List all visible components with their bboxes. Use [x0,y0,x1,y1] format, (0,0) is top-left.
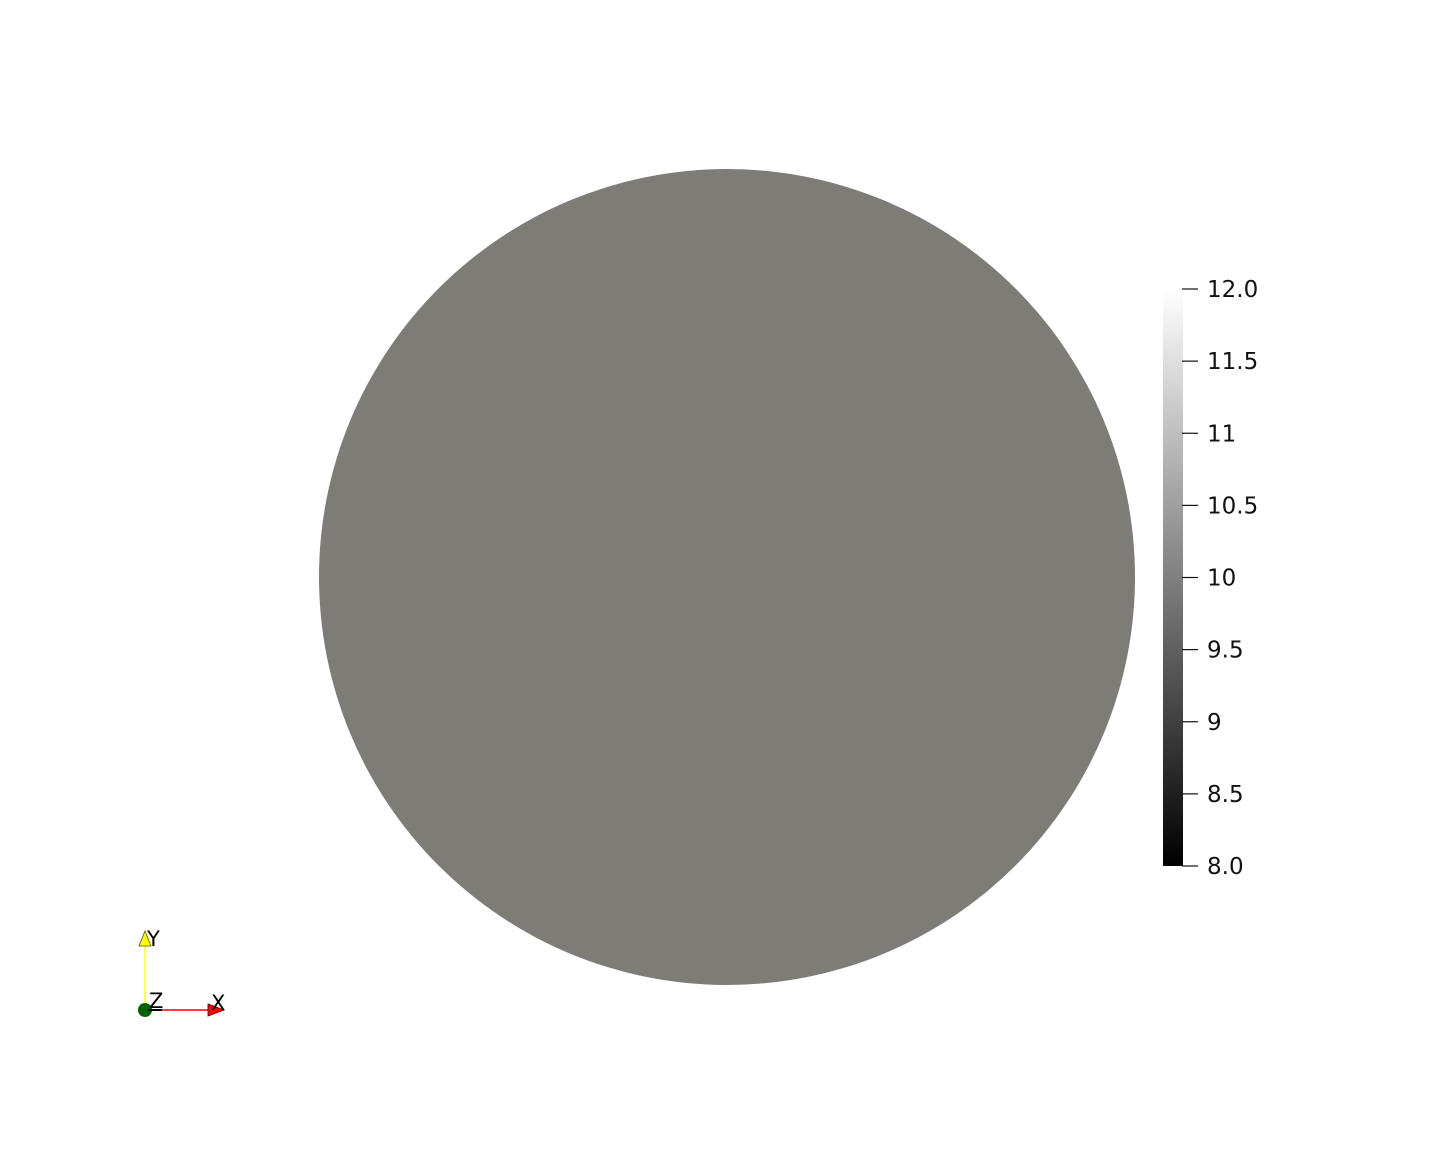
x-axis-cone-icon [207,1003,226,1017]
color-bar-tick-label: 8.5 [1207,782,1244,808]
color-bar-tick-label: 10 [1207,566,1236,592]
color-bar-tick-label: 9.5 [1207,638,1244,664]
y-axis-cone-icon [138,929,152,947]
color-bar-tick-label: 12.0 [1207,277,1258,303]
disk-surface[interactable] [319,169,1135,985]
orientation-axes: Y X Z [138,927,225,1017]
y-axis-label: Y [146,927,160,951]
color-bar-ticks: 12.0 11.5 11 10.5 10 9.5 9 8.5 8.0 [1182,277,1258,880]
color-bar[interactable]: 12.0 11.5 11 10.5 10 9.5 9 8.5 8.0 [1163,277,1258,880]
x-axis-label: X [211,991,225,1015]
color-bar-tick-label: 9 [1207,710,1222,736]
color-bar-tick-label: 11.5 [1207,349,1258,375]
color-bar-tick-label: 8.0 [1207,854,1244,880]
z-axis-label: Z [149,989,163,1013]
color-bar-tick-label: 11 [1207,421,1236,447]
color-bar-gradient [1163,289,1183,866]
color-bar-tick-label: 10.5 [1207,493,1258,519]
z-axis-sphere-icon [138,1003,152,1017]
